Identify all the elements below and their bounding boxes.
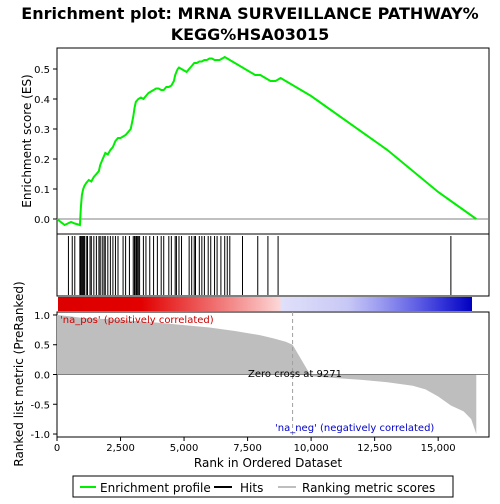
chart-title-line1: Enrichment plot: MRNA SURVEILLANCE PATHW… <box>21 4 478 23</box>
legend-entry-enrichment-profile: Enrichment profile <box>100 481 211 495</box>
rank-x-axis: 0 2,500 5,000 7,500 10,000 12,500 15,000 <box>54 437 456 454</box>
rank-x-tick-label: 10,000 <box>294 443 329 454</box>
ranking-color-bar-fill <box>58 297 472 311</box>
metric-y-axis-label: Ranked list metric (PreRanked) <box>12 281 26 466</box>
metric-y-tick-label: -0.5 <box>30 400 50 411</box>
hits-frame <box>56 233 490 297</box>
es-y-tick-label: 0.4 <box>34 95 50 106</box>
zero-cross-label: Zero cross at 9271 <box>248 369 342 380</box>
es-plot-frame <box>56 47 490 235</box>
metric-y-axis: 1.0 0.5 0.0 -0.5 -1.0 <box>30 311 57 441</box>
es-y-tick-label: 0.1 <box>34 185 50 196</box>
chart-legend: Enrichment profile Hits Ranking metric s… <box>72 475 454 498</box>
rank-x-axis-label: Rank in Ordered Dataset <box>194 456 342 470</box>
enrichment-profile-line <box>56 55 477 227</box>
chart-title-line2: KEGG%HSA03015 <box>171 25 330 44</box>
es-y-tick-label: 0.0 <box>34 215 50 226</box>
es-y-axis: 0.0 0.1 0.2 0.3 0.4 0.5 <box>34 65 57 226</box>
legend-entry-hits: Hits <box>240 481 263 495</box>
rank-x-tick-label: 12,500 <box>357 443 392 454</box>
hits-lines <box>67 236 452 295</box>
ranked-metric-panel: 'na_pos' (positively correlated) Zero cr… <box>12 281 490 470</box>
es-y-tick-label: 0.3 <box>34 125 50 136</box>
positive-correlation-label: 'na_pos' (positively correlated) <box>60 315 214 326</box>
rank-x-tick-label: 5,000 <box>170 443 199 454</box>
rank-x-tick-label: 0 <box>54 443 60 454</box>
negative-correlation-label: 'na_neg' (negatively correlated) <box>275 423 434 434</box>
es-y-tick-label: 0.5 <box>34 65 50 76</box>
es-panel: 0.0 0.1 0.2 0.3 0.4 0.5 Enrichment score (ES) <box>20 47 490 235</box>
es-y-tick-label: 0.2 <box>34 155 50 166</box>
hits-panel <box>56 233 490 297</box>
rank-x-tick-label: 15,000 <box>421 443 456 454</box>
legend-box <box>72 475 454 498</box>
rank-x-tick-label: 2,500 <box>106 443 135 454</box>
metric-y-tick-label: -1.0 <box>30 430 50 441</box>
metric-y-tick-label: 0.5 <box>34 341 50 352</box>
metric-y-tick-label: 0.0 <box>34 371 50 382</box>
es-y-axis-label: Enrichment score (ES) <box>20 74 34 207</box>
legend-entry-ranking-metric: Ranking metric scores <box>302 481 435 495</box>
ranking-color-bar <box>58 297 472 311</box>
metric-y-tick-label: 1.0 <box>34 311 50 322</box>
rank-x-tick-label: 7,500 <box>233 443 262 454</box>
